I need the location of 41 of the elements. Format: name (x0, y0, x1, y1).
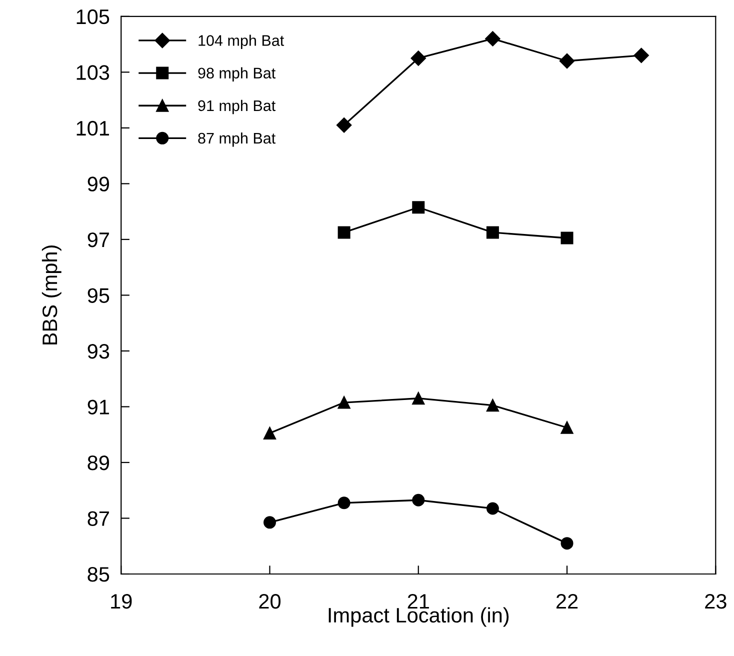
point (486, 399, 499, 412)
point (634, 48, 649, 63)
point (338, 226, 350, 239)
y-tick-label: 105 (76, 9, 110, 24)
point (412, 201, 425, 214)
point (263, 426, 276, 440)
y-tick-label: 89 (88, 455, 110, 470)
point (486, 226, 499, 239)
legend-label: 98 mph Bat (198, 67, 276, 82)
x-tick-label: 19 (111, 594, 132, 609)
y-tick-label: 97 (88, 232, 109, 248)
x-tick-label: 22 (556, 594, 578, 609)
legend-label: 87 mph Bat (198, 132, 276, 147)
point (560, 421, 574, 434)
point (338, 396, 350, 409)
point (412, 494, 425, 506)
point (560, 232, 574, 244)
y-tick-label: 103 (76, 65, 110, 80)
point (410, 50, 426, 66)
y-axis-title: BBS (mph) (42, 246, 62, 344)
legend-label: 91 mph Bat (198, 100, 276, 114)
point (486, 502, 499, 515)
x-tick-label: 23 (705, 594, 726, 609)
point (263, 516, 276, 529)
y-tick-label: 95 (88, 288, 110, 303)
y-tick-label: 87 (88, 511, 109, 526)
point (336, 118, 352, 133)
y-tick-label: 85 (88, 567, 110, 582)
point (485, 31, 500, 46)
point (559, 53, 575, 69)
legend-label: 104 mph Bat (198, 34, 284, 49)
y-tick-label: 93 (88, 344, 110, 359)
point (560, 537, 574, 550)
point (412, 392, 425, 405)
y-tick-label: 91 (88, 400, 109, 414)
x-tick-label: 20 (259, 594, 281, 609)
point (338, 496, 350, 510)
x-axis-title: Impact Location (in) (328, 607, 509, 627)
x-tick-label: 21 (408, 594, 429, 609)
y-tick-label: 101 (76, 120, 109, 136)
y-tick-label: 99 (88, 176, 110, 192)
